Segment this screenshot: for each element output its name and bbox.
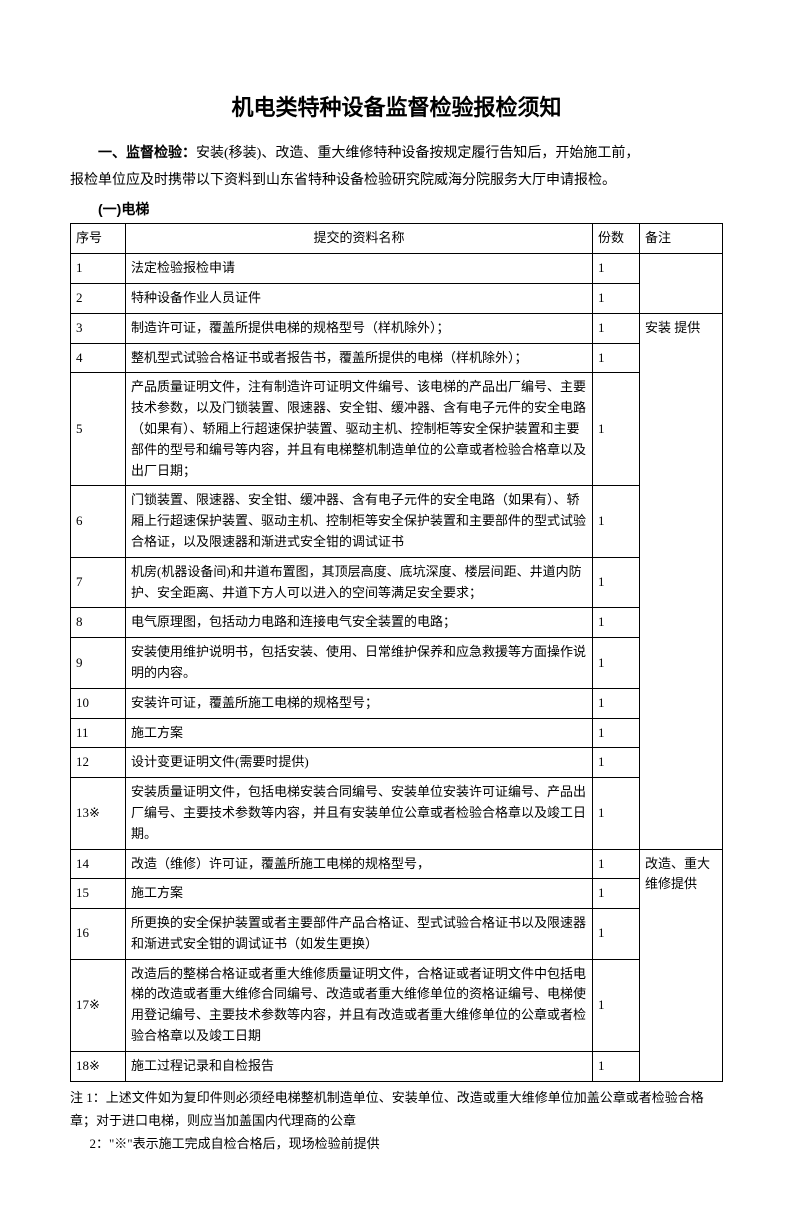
table-row: 5 产品质量证明文件，注有制造许可证明文件编号、该电梯的产品出厂编号、主要技术参… (71, 373, 723, 486)
cell-name: 施工过程记录和自检报告 (126, 1051, 593, 1081)
header-name: 提交的资料名称 (126, 224, 593, 254)
cell-seq: 9 (71, 638, 126, 689)
cell-seq: 12 (71, 748, 126, 778)
section-subtitle: (一)电梯 (70, 199, 723, 219)
cell-seq: 4 (71, 343, 126, 373)
cell-seq: 7 (71, 557, 126, 608)
cell-seq: 11 (71, 718, 126, 748)
cell-seq: 14 (71, 849, 126, 879)
table-row: 4 整机型式试验合格证书或者报告书，覆盖所提供的电梯（样机除外）； 1 (71, 343, 723, 373)
table-row: 15 施工方案 1 (71, 879, 723, 909)
cell-name: 设计变更证明文件(需要时提供) (126, 748, 593, 778)
cell-copies: 1 (593, 688, 640, 718)
header-seq: 序号 (71, 224, 126, 254)
table-row: 2 特种设备作业人员证件 1 (71, 283, 723, 313)
cell-name: 施工方案 (126, 718, 593, 748)
table-row: 1 法定检验报检申请 1 (71, 254, 723, 284)
cell-seq: 3 (71, 313, 126, 343)
cell-copies: 1 (593, 1051, 640, 1081)
cell-copies: 1 (593, 254, 640, 284)
cell-name: 制造许可证，覆盖所提供电梯的规格型号（样机除外）； (126, 313, 593, 343)
cell-name: 施工方案 (126, 879, 593, 909)
note-2: 2："※"表示施工完成自检合格后，现场检验前提供 (70, 1132, 723, 1155)
table-row: 6 门锁装置、限速器、安全钳、缓冲器、含有电子元件的安全电路（如果有）、轿厢上行… (71, 486, 723, 557)
table-header-row: 序号 提交的资料名称 份数 备注 (71, 224, 723, 254)
cell-copies: 1 (593, 909, 640, 960)
cell-copies: 1 (593, 849, 640, 879)
cell-seq: 13※ (71, 778, 126, 849)
cell-name: 所更换的安全保护装置或者主要部件产品合格证、型式试验合格证书以及限速器和渐进式安… (126, 909, 593, 960)
cell-copies: 1 (593, 778, 640, 849)
cell-name: 门锁装置、限速器、安全钳、缓冲器、含有电子元件的安全电路（如果有）、轿厢上行超速… (126, 486, 593, 557)
table-row: 13※ 安装质量证明文件，包括电梯安装合同编号、安装单位安装许可证编号、产品出厂… (71, 778, 723, 849)
intro-label: 一、监督检验： (98, 144, 196, 160)
cell-copies: 1 (593, 283, 640, 313)
cell-copies: 1 (593, 557, 640, 608)
cell-name: 电气原理图，包括动力电路和连接电气安全装置的电路； (126, 608, 593, 638)
page-title: 机电类特种设备监督检验报检须知 (70, 90, 723, 122)
note-1: 注 1：上述文件如为复印件则必须经电梯整机制造单位、安装单位、改造或重大维修单位… (70, 1086, 723, 1133)
cell-copies: 1 (593, 313, 640, 343)
cell-name: 特种设备作业人员证件 (126, 283, 593, 313)
cell-name: 整机型式试验合格证书或者报告书，覆盖所提供的电梯（样机除外）； (126, 343, 593, 373)
table-row: 10 安装许可证，覆盖所施工电梯的规格型号； 1 (71, 688, 723, 718)
cell-copies: 1 (593, 638, 640, 689)
requirements-table: 序号 提交的资料名称 份数 备注 1 法定检验报检申请 1 2 特种设备作业人员… (70, 223, 723, 1081)
cell-seq: 10 (71, 688, 126, 718)
table-row: 8 电气原理图，包括动力电路和连接电气安全装置的电路； 1 (71, 608, 723, 638)
cell-seq: 5 (71, 373, 126, 486)
cell-remark-install: 安装 提供 (640, 313, 723, 849)
cell-copies: 1 (593, 748, 640, 778)
cell-name: 法定检验报检申请 (126, 254, 593, 284)
table-row: 3 制造许可证，覆盖所提供电梯的规格型号（样机除外）； 1 安装 提供 (71, 313, 723, 343)
cell-copies: 1 (593, 879, 640, 909)
cell-seq: 16 (71, 909, 126, 960)
cell-name: 机房(机器设备间)和井道布置图，其顶层高度、底坑深度、楼层间距、井道内防护、安全… (126, 557, 593, 608)
cell-name: 安装质量证明文件，包括电梯安装合同编号、安装单位安装许可证编号、产品出厂编号、主… (126, 778, 593, 849)
table-row: 16 所更换的安全保护装置或者主要部件产品合格证、型式试验合格证书以及限速器和渐… (71, 909, 723, 960)
cell-copies: 1 (593, 343, 640, 373)
table-row: 11 施工方案 1 (71, 718, 723, 748)
cell-name: 改造后的整梯合格证或者重大维修质量证明文件，合格证或者证明文件中包括电梯的改造或… (126, 959, 593, 1051)
cell-name: 产品质量证明文件，注有制造许可证明文件编号、该电梯的产品出厂编号、主要技术参数，… (126, 373, 593, 486)
cell-name: 改造（维修）许可证，覆盖所施工电梯的规格型号， (126, 849, 593, 879)
cell-seq: 6 (71, 486, 126, 557)
table-row: 14 改造（维修）许可证，覆盖所施工电梯的规格型号， 1 改造、重大维修提供 (71, 849, 723, 879)
cell-seq: 15 (71, 879, 126, 909)
header-remark: 备注 (640, 224, 723, 254)
cell-seq: 17※ (71, 959, 126, 1051)
cell-copies: 1 (593, 608, 640, 638)
cell-remark-empty (640, 254, 723, 314)
cell-name: 安装使用维护说明书，包括安装、使用、日常维护保养和应急救援等方面操作说明的内容。 (126, 638, 593, 689)
cell-seq: 8 (71, 608, 126, 638)
cell-copies: 1 (593, 486, 640, 557)
cell-copies: 1 (593, 959, 640, 1051)
cell-seq: 18※ (71, 1051, 126, 1081)
header-copies: 份数 (593, 224, 640, 254)
document-page: 机电类特种设备监督检验报检须知 一、监督检验：安装(移装)、改造、重大维修特种设… (0, 0, 793, 1206)
cell-copies: 1 (593, 373, 640, 486)
intro-paragraph-2: 报检单位应及时携带以下资料到山东省特种设备检验研究院威海分院服务大厅申请报检。 (70, 168, 723, 193)
intro-body: 安装(移装)、改造、重大维修特种设备按规定履行告知后，开始施工前， (196, 146, 639, 161)
cell-remark-modify: 改造、重大维修提供 (640, 849, 723, 1081)
table-row: 17※ 改造后的整梯合格证或者重大维修质量证明文件，合格证或者证明文件中包括电梯… (71, 959, 723, 1051)
intro-paragraph-1: 一、监督检验：安装(移装)、改造、重大维修特种设备按规定履行告知后，开始施工前， (70, 140, 723, 166)
table-row: 7 机房(机器设备间)和井道布置图，其顶层高度、底坑深度、楼层间距、井道内防护、… (71, 557, 723, 608)
cell-copies: 1 (593, 718, 640, 748)
table-row: 18※ 施工过程记录和自检报告 1 (71, 1051, 723, 1081)
cell-name: 安装许可证，覆盖所施工电梯的规格型号； (126, 688, 593, 718)
table-row: 9 安装使用维护说明书，包括安装、使用、日常维护保养和应急救援等方面操作说明的内… (71, 638, 723, 689)
cell-seq: 2 (71, 283, 126, 313)
notes-section: 注 1：上述文件如为复印件则必须经电梯整机制造单位、安装单位、改造或重大维修单位… (70, 1086, 723, 1156)
table-row: 12 设计变更证明文件(需要时提供) 1 (71, 748, 723, 778)
cell-seq: 1 (71, 254, 126, 284)
